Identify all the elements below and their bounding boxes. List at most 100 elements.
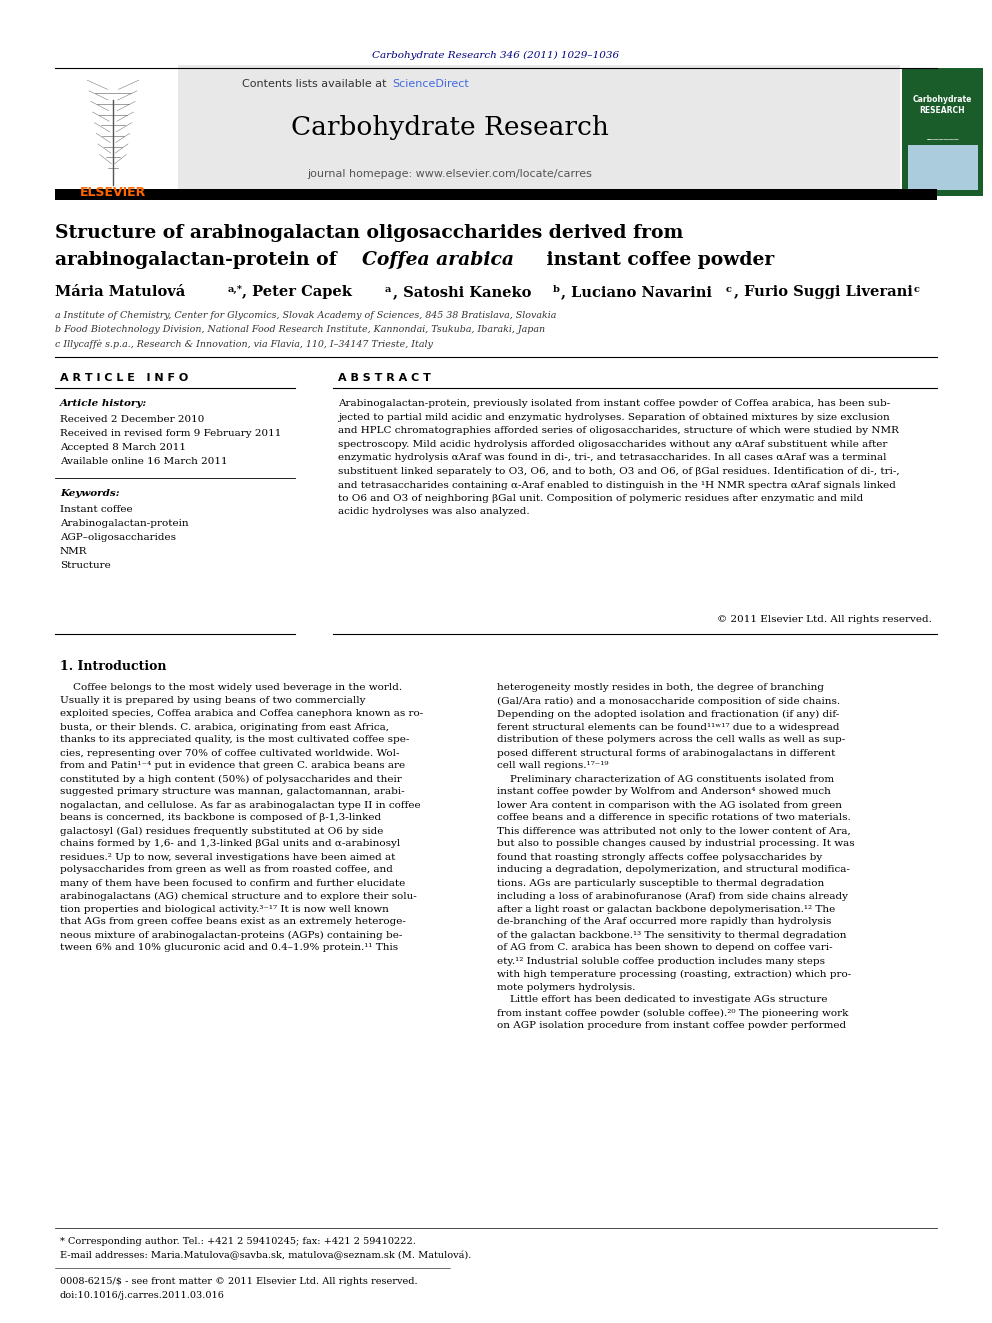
Text: thanks to its appreciated quality, is the most cultivated coffee spe-: thanks to its appreciated quality, is th… [60,736,410,745]
Text: polysaccharides from green as well as from roasted coffee, and: polysaccharides from green as well as fr… [60,865,393,875]
Text: heterogeneity mostly resides in both, the degree of branching: heterogeneity mostly resides in both, th… [497,684,824,692]
Text: neous mixture of arabinogalactan-proteins (AGPs) containing be-: neous mixture of arabinogalactan-protein… [60,930,403,939]
Text: Received in revised form 9 February 2011: Received in revised form 9 February 2011 [60,429,282,438]
Text: and tetrasaccharides containing α-Araf enabled to distinguish in the ¹H NMR spec: and tetrasaccharides containing α-Araf e… [338,480,896,490]
Text: but also to possible changes caused by industrial processing. It was: but also to possible changes caused by i… [497,840,855,848]
Text: exploited species, Coffea arabica and Coffea canephora known as ro-: exploited species, Coffea arabica and Co… [60,709,424,718]
Bar [902,67,983,196]
Text: c: c [726,284,732,294]
Text: Coffea arabica: Coffea arabica [362,251,514,269]
Text: c Illycaffè s.p.a., Research & Innovation, via Flavia, 110, I–34147 Trieste, Ita: c Illycaffè s.p.a., Research & Innovatio… [55,339,433,349]
Text: Article history:: Article history: [60,400,147,409]
Text: tion properties and biological activity.³⁻¹⁷ It is now well known: tion properties and biological activity.… [60,905,389,913]
Text: nogalactan, and cellulose. As far as arabinogalactan type II in coffee: nogalactan, and cellulose. As far as ara… [60,800,421,810]
Text: Structure: Structure [60,561,111,569]
Text: Carbohydrate Research 346 (2011) 1029–1036: Carbohydrate Research 346 (2011) 1029–10… [372,50,620,60]
Text: Usually it is prepared by using beans of two commercially: Usually it is prepared by using beans of… [60,696,365,705]
Bar [908,146,978,191]
Text: This difference was attributed not only to the lower content of Ara,: This difference was attributed not only … [497,827,851,836]
Text: jected to partial mild acidic and enzymatic hydrolyses. Separation of obtained m: jected to partial mild acidic and enzyma… [338,413,890,422]
Text: Coffee belongs to the most widely used beverage in the world.: Coffee belongs to the most widely used b… [60,684,402,692]
Text: A B S T R A C T: A B S T R A C T [338,373,431,382]
Text: tions. AGs are particularly susceptible to thermal degradation: tions. AGs are particularly susceptible … [497,878,824,888]
Text: tween 6% and 10% glucuronic acid and 0.4–1.9% protein.¹¹ This: tween 6% and 10% glucuronic acid and 0.4… [60,943,398,953]
Text: a Institute of Chemistry, Center for Glycomics, Slovak Academy of Sciences, 845 : a Institute of Chemistry, Center for Gly… [55,311,557,320]
Text: to O6 and O3 of neighboring βGal unit. Composition of polymeric residues after e: to O6 and O3 of neighboring βGal unit. C… [338,493,863,503]
Text: Instant coffee: Instant coffee [60,504,133,513]
Text: after a light roast or galactan backbone depolymerisation.¹² The: after a light roast or galactan backbone… [497,905,835,913]
Text: of the galactan backbone.¹³ The sensitivity to thermal degradation: of the galactan backbone.¹³ The sensitiv… [497,930,846,939]
Text: cell wall regions.¹⁷⁻¹⁹: cell wall regions.¹⁷⁻¹⁹ [497,762,608,770]
Text: distribution of these polymers across the cell walls as well as sup-: distribution of these polymers across th… [497,736,845,745]
Text: ─────────────: ───────────── [926,138,958,142]
Text: , Furio Suggi Liverani: , Furio Suggi Liverani [734,284,913,299]
Text: ELSEVIER: ELSEVIER [80,185,146,198]
Text: instant coffee powder: instant coffee powder [540,251,774,269]
Text: acidic hydrolyses was also analyzed.: acidic hydrolyses was also analyzed. [338,508,530,516]
Text: enzymatic hydrolysis αAraf was found in di-, tri-, and tetrasaccharides. In all : enzymatic hydrolysis αAraf was found in … [338,454,887,463]
Text: arabinogalactans (AG) chemical structure and to explore their solu-: arabinogalactans (AG) chemical structure… [60,892,417,901]
Text: ferent structural elements can be found¹¹ʷ¹⁷ due to a widespread: ferent structural elements can be found¹… [497,722,839,732]
Text: suggested primary structure was mannan, galactomannan, arabi-: suggested primary structure was mannan, … [60,787,405,796]
Text: Carbohydrate
RESEARCH: Carbohydrate RESEARCH [913,95,972,115]
Text: of AG from C. arabica has been shown to depend on coffee vari-: of AG from C. arabica has been shown to … [497,943,832,953]
Text: spectroscopy. Mild acidic hydrolysis afforded oligosaccharides without any αAraf: spectroscopy. Mild acidic hydrolysis aff… [338,441,888,448]
Text: Contents lists available at: Contents lists available at [242,79,390,89]
Text: Accepted 8 March 2011: Accepted 8 March 2011 [60,442,186,451]
Text: instant coffee powder by Wolfrom and Anderson⁴ showed much: instant coffee powder by Wolfrom and And… [497,787,831,796]
Text: substituent linked separately to O3, O6, and to both, O3 and O6, of βGal residue: substituent linked separately to O3, O6,… [338,467,900,476]
Text: Received 2 December 2010: Received 2 December 2010 [60,414,204,423]
Text: Arabinogalactan-protein: Arabinogalactan-protein [60,519,188,528]
Text: from instant coffee powder (soluble coffee).²⁰ The pioneering work: from instant coffee powder (soluble coff… [497,1008,848,1017]
Text: Keywords:: Keywords: [60,490,120,499]
Text: found that roasting strongly affects coffee polysaccharides by: found that roasting strongly affects cof… [497,852,822,861]
Text: , Satoshi Kaneko: , Satoshi Kaneko [393,284,532,299]
Text: doi:10.1016/j.carres.2011.03.016: doi:10.1016/j.carres.2011.03.016 [60,1291,225,1301]
Text: arabinogalactan-protein of: arabinogalactan-protein of [55,251,343,269]
Text: b Food Biotechnology Division, National Food Research Institute, Kannondai, Tsuk: b Food Biotechnology Division, National … [55,325,546,335]
Text: journal homepage: www.elsevier.com/locate/carres: journal homepage: www.elsevier.com/locat… [308,169,592,179]
Text: Preliminary characterization of AG constituents isolated from: Preliminary characterization of AG const… [497,774,834,783]
Text: galactosyl (Gal) residues frequently substituted at O6 by side: galactosyl (Gal) residues frequently sub… [60,827,383,836]
Text: inducing a degradation, depolymerization, and structural modifica-: inducing a degradation, depolymerization… [497,865,850,875]
Text: (Gal/Ara ratio) and a monosaccharide composition of side chains.: (Gal/Ara ratio) and a monosaccharide com… [497,696,840,705]
Text: NMR: NMR [60,546,87,556]
Text: AGP–oligosaccharides: AGP–oligosaccharides [60,532,176,541]
Text: constituted by a high content (50%) of polysaccharides and their: constituted by a high content (50%) of p… [60,774,402,783]
Text: with high temperature processing (roasting, extraction) which pro-: with high temperature processing (roasti… [497,970,851,979]
Text: chains formed by 1,6- and 1,3-linked βGal units and α-arabinosyl: chains formed by 1,6- and 1,3-linked βGa… [60,840,400,848]
Text: 0008-6215/$ - see front matter © 2011 Elsevier Ltd. All rights reserved.: 0008-6215/$ - see front matter © 2011 El… [60,1278,418,1286]
Bar [55,67,177,198]
Text: Mária Matulová: Mária Matulová [55,284,186,299]
Text: Structure of arabinogalactan oligosaccharides derived from: Structure of arabinogalactan oligosaccha… [55,224,683,242]
Text: A R T I C L E   I N F O: A R T I C L E I N F O [60,373,188,382]
Text: residues.² Up to now, several investigations have been aimed at: residues.² Up to now, several investigat… [60,852,396,861]
Text: a,*: a,* [228,284,243,294]
Text: that AGs from green coffee beans exist as an extremely heteroge-: that AGs from green coffee beans exist a… [60,917,406,926]
Text: including a loss of arabinofuranose (Araf) from side chains already: including a loss of arabinofuranose (Ara… [497,892,848,901]
Text: de-branching of the Araf occurred more rapidly than hydrolysis: de-branching of the Araf occurred more r… [497,917,831,926]
Text: b: b [553,284,559,294]
Text: beans is concerned, its backbone is composed of β-1,3-linked: beans is concerned, its backbone is comp… [60,814,381,823]
Text: posed different structural forms of arabinogalactans in different: posed different structural forms of arab… [497,749,835,758]
Bar [178,65,900,194]
Text: * Corresponding author. Tel.: +421 2 59410245; fax: +421 2 59410222.: * Corresponding author. Tel.: +421 2 594… [60,1237,416,1246]
Text: , Peter Capek: , Peter Capek [242,284,352,299]
Text: © 2011 Elsevier Ltd. All rights reserved.: © 2011 Elsevier Ltd. All rights reserved… [717,615,932,624]
Text: lower Ara content in comparison with the AG isolated from green: lower Ara content in comparison with the… [497,800,842,810]
Text: coffee beans and a difference in specific rotations of two materials.: coffee beans and a difference in specifi… [497,814,851,823]
Text: Available online 16 March 2011: Available online 16 March 2011 [60,456,227,466]
Text: busta, or their blends. C. arabica, originating from east Africa,: busta, or their blends. C. arabica, orig… [60,722,389,732]
Text: many of them have been focused to confirm and further elucidate: many of them have been focused to confir… [60,878,406,888]
Text: ety.¹² Industrial soluble coffee production includes many steps: ety.¹² Industrial soluble coffee product… [497,957,825,966]
Bar [55,189,937,200]
Text: c: c [914,284,920,294]
Text: and HPLC chromatographies afforded series of oligosaccharides, structure of whic: and HPLC chromatographies afforded serie… [338,426,899,435]
Text: Carbohydrate Research: Carbohydrate Research [291,115,609,140]
Text: cies, representing over 70% of coffee cultivated worldwide. Wol-: cies, representing over 70% of coffee cu… [60,749,400,758]
Text: ScienceDirect: ScienceDirect [392,79,469,89]
Text: Little effort has been dedicated to investigate AGs structure: Little effort has been dedicated to inve… [497,995,827,1004]
Text: , Luciano Navarini: , Luciano Navarini [561,284,712,299]
Text: E-mail addresses: Maria.Matulova@savba.sk, matulova@seznam.sk (M. Matulová).: E-mail addresses: Maria.Matulova@savba.s… [60,1252,471,1261]
Text: Arabinogalactan-protein, previously isolated from instant coffee powder of Coffe: Arabinogalactan-protein, previously isol… [338,400,890,409]
